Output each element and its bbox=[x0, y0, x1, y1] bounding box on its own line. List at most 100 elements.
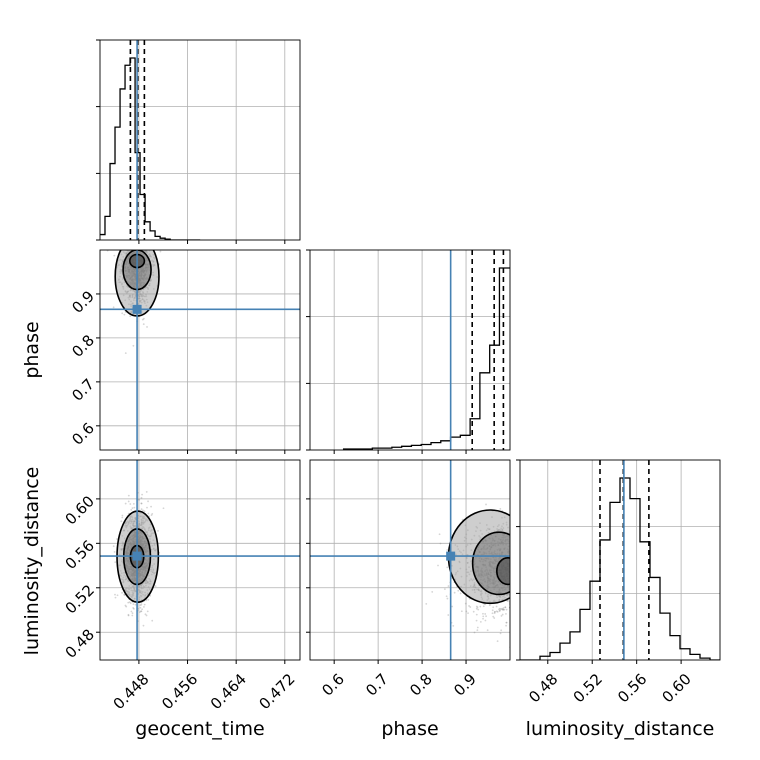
sample-point bbox=[130, 244, 132, 246]
sample-point bbox=[528, 604, 530, 606]
y-tick-label: 0.6 bbox=[68, 419, 98, 449]
sample-point bbox=[544, 548, 546, 550]
sample-point bbox=[141, 231, 143, 233]
sample-point bbox=[123, 232, 125, 234]
sample-point bbox=[119, 235, 121, 237]
y-tick-label: 0.60 bbox=[62, 492, 98, 528]
sample-point bbox=[510, 594, 512, 596]
sample-point bbox=[513, 628, 515, 630]
sample-point bbox=[145, 491, 148, 493]
sample-point bbox=[119, 235, 121, 237]
sample-point bbox=[512, 571, 514, 573]
sample-point bbox=[527, 648, 529, 650]
sample-point bbox=[527, 539, 529, 541]
sample-point bbox=[532, 565, 534, 567]
sample-point bbox=[140, 502, 143, 505]
sample-point bbox=[137, 245, 139, 247]
panel-frame bbox=[309, 459, 511, 661]
sample-point bbox=[501, 608, 504, 611]
sample-point bbox=[453, 591, 456, 594]
sample-point bbox=[132, 243, 134, 245]
sample-point bbox=[127, 244, 129, 246]
sample-point bbox=[539, 571, 541, 573]
sample-point bbox=[446, 566, 449, 569]
sample-point bbox=[514, 548, 516, 550]
sample-point bbox=[532, 555, 534, 557]
sample-point bbox=[517, 590, 519, 592]
sample-point bbox=[133, 235, 135, 237]
sample-point bbox=[534, 565, 536, 567]
sample-point bbox=[514, 619, 516, 621]
sample-point bbox=[127, 246, 129, 248]
sample-point bbox=[542, 564, 544, 566]
sample-point bbox=[532, 572, 534, 574]
sample-point bbox=[522, 550, 524, 552]
sample-point bbox=[133, 244, 135, 246]
sample-point bbox=[137, 244, 139, 246]
sample-point bbox=[132, 241, 134, 243]
sample-point bbox=[511, 565, 513, 567]
sample-point bbox=[527, 611, 529, 613]
sample-point bbox=[530, 576, 532, 578]
sample-point bbox=[149, 245, 151, 247]
y-tick-label: 0.9 bbox=[68, 287, 98, 317]
sample-point bbox=[515, 585, 517, 587]
sample-point bbox=[505, 608, 508, 611]
sample-point bbox=[145, 614, 148, 617]
sample-point bbox=[515, 578, 517, 580]
sample-point bbox=[532, 576, 534, 578]
sample-point bbox=[535, 547, 537, 549]
sample-point bbox=[528, 576, 530, 578]
sample-point bbox=[143, 243, 145, 245]
sample-point bbox=[511, 572, 513, 574]
sample-point bbox=[513, 593, 515, 595]
x-tick-label: 0.472 bbox=[255, 670, 298, 713]
sample-point bbox=[515, 542, 517, 544]
sample-point bbox=[145, 244, 147, 246]
sample-point bbox=[162, 507, 165, 510]
sample-point bbox=[141, 237, 143, 239]
sample-point bbox=[142, 624, 145, 627]
sample-point bbox=[516, 573, 518, 575]
sample-point bbox=[510, 566, 512, 568]
sample-point bbox=[131, 222, 133, 224]
sample-point bbox=[513, 569, 515, 571]
sample-point bbox=[525, 567, 527, 569]
sample-point bbox=[561, 600, 563, 602]
sample-point bbox=[512, 570, 514, 572]
sample-point bbox=[144, 613, 147, 616]
sample-point bbox=[513, 570, 515, 572]
panel-frame bbox=[99, 459, 301, 661]
sample-point bbox=[126, 232, 128, 234]
sample-point bbox=[525, 561, 527, 563]
sample-point bbox=[540, 577, 542, 579]
sample-point bbox=[514, 606, 516, 608]
sample-point bbox=[151, 225, 153, 227]
sample-point bbox=[531, 595, 533, 597]
sample-point bbox=[123, 593, 126, 596]
panel-content bbox=[100, 40, 300, 240]
sample-point bbox=[541, 588, 543, 590]
sample-point bbox=[475, 605, 478, 608]
sample-point bbox=[538, 551, 540, 553]
sample-point bbox=[531, 554, 533, 556]
sample-point bbox=[512, 546, 514, 548]
sample-point bbox=[127, 234, 129, 236]
sample-point bbox=[123, 593, 126, 596]
sample-point bbox=[536, 532, 538, 534]
sample-point bbox=[512, 561, 514, 563]
sample-point bbox=[150, 514, 153, 517]
sample-point bbox=[145, 242, 147, 244]
sample-point bbox=[130, 610, 133, 613]
sample-point bbox=[465, 610, 468, 613]
sample-point bbox=[531, 568, 533, 570]
sample-point bbox=[523, 575, 525, 577]
sample-point bbox=[544, 566, 546, 568]
sample-point bbox=[143, 241, 145, 243]
sample-point bbox=[515, 546, 517, 548]
sample-point bbox=[151, 512, 154, 515]
sample-point bbox=[513, 504, 515, 506]
sample-point bbox=[538, 534, 540, 536]
sample-point bbox=[127, 247, 129, 249]
sample-point bbox=[511, 550, 513, 552]
